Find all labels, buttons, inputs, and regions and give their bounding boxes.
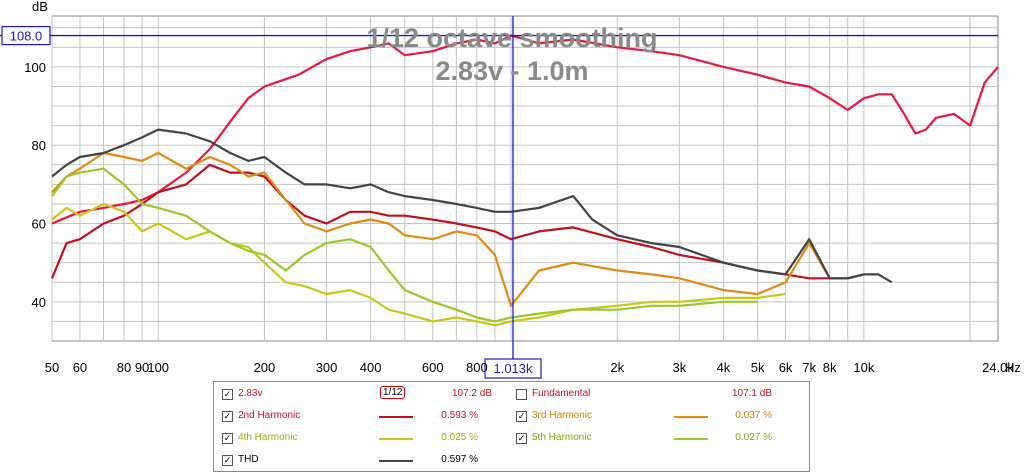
x-tick-label: 5k	[751, 360, 765, 375]
legend-checkbox-5th-harmonic[interactable]: ✓	[516, 433, 527, 444]
legend-value-3rd-harmonic: 0.037 %	[735, 410, 772, 421]
cursor-x-readout: 1.013k	[493, 361, 533, 376]
cursor[interactable]: 108.0 1.013k	[0, 16, 998, 379]
x-tick-label: 400	[360, 360, 382, 375]
x-tick-label: 200	[254, 360, 276, 375]
legend-swatch-2nd-harmonic	[379, 416, 413, 418]
x-tick-label: 10k	[853, 360, 874, 375]
legend-panel: ✓ 2.83v 1/12 107.2 dB Fundamental 107.1 …	[213, 381, 810, 472]
legend-checkbox-thd[interactable]: ✓	[222, 455, 233, 466]
x-tick-label: 50	[45, 360, 59, 375]
y-tick-label: 100	[24, 60, 46, 75]
legend-value-thd: 0.597 %	[441, 454, 478, 465]
legend-value-4th-harmonic: 0.025 %	[441, 432, 478, 443]
x-tick-label: 7k	[802, 360, 816, 375]
x-tick-label: 24.0k	[982, 360, 1014, 375]
x-tick-label: 3k	[673, 360, 687, 375]
legend-label-3rd-harmonic: 3rd Harmonic	[532, 410, 593, 421]
x-tick-label: 90	[135, 360, 149, 375]
x-tick-label: 6k	[779, 360, 793, 375]
series-lines	[50, 34, 999, 327]
chart-subtitle: 2.83v - 1.0m	[435, 56, 588, 86]
series-line-4th-harmonic	[51, 202, 786, 327]
legend-swatch-thd	[379, 460, 413, 462]
legend-checkbox-2.83v[interactable]: ✓	[222, 389, 233, 400]
x-tick-label: 8k	[823, 360, 837, 375]
legend-checkbox-2nd-harmonic[interactable]: ✓	[222, 411, 233, 422]
x-tick-label: 100	[147, 360, 169, 375]
y-tick-label: 40	[32, 295, 46, 310]
y-tick-label: 60	[32, 217, 46, 232]
x-tick-label: 4k	[717, 360, 731, 375]
legend-swatch-4th-harmonic	[379, 438, 413, 440]
series-line-3rd-harmonic	[51, 151, 831, 307]
cursor-x-readout-box	[484, 358, 542, 379]
legend-label-thd: THD	[238, 454, 259, 465]
legend-label-5th-harmonic: 5th Harmonic	[532, 432, 592, 443]
x-axis-unit: Hz	[1005, 360, 1021, 375]
legend-checkbox-3rd-harmonic[interactable]: ✓	[516, 411, 527, 422]
y-tick-label: 80	[32, 138, 46, 153]
legend-label-4th-harmonic: 4th Harmonic	[238, 432, 298, 443]
cursor-y-readout-box	[1, 25, 51, 46]
series-line-2-83v	[51, 34, 999, 225]
legend-value-2.83v: 107.2 dB	[451, 388, 492, 399]
x-tick-label: 2k	[610, 360, 624, 375]
grid	[51, 16, 998, 341]
x-tick-label: 60	[73, 360, 87, 375]
x-tick-label: 300	[316, 360, 338, 375]
x-tick-label: 800	[466, 360, 488, 375]
chart-title: 1/12 octave smoothing	[366, 23, 657, 53]
smoothing-button[interactable]: 1/12	[380, 386, 406, 399]
cursor-y-readout: 108.0	[10, 29, 43, 44]
legend-value-fundamental: 107.1 dB	[731, 388, 772, 399]
legend-value-2nd-harmonic: 0.593 %	[441, 410, 478, 421]
legend-label-2nd-harmonic: 2nd Harmonic	[238, 410, 301, 421]
legend-checkbox-fundamental[interactable]	[516, 389, 527, 400]
x-tick-label: 600	[422, 360, 444, 375]
legend-label-fundamental: Fundamental	[532, 388, 591, 399]
series-line-5th-harmonic	[51, 167, 758, 323]
y-axis-label: dB	[32, 0, 48, 14]
legend-label-2.83v: 2.83v	[238, 388, 263, 399]
series-line-thd	[51, 128, 893, 284]
legend-swatch-3rd-harmonic	[674, 416, 708, 418]
legend-checkbox-4th-harmonic[interactable]: ✓	[222, 433, 233, 444]
x-tick-label: 80	[117, 360, 131, 375]
legend-swatch-5th-harmonic	[674, 438, 708, 440]
legend-value-5th-harmonic: 0.027 %	[735, 432, 772, 443]
